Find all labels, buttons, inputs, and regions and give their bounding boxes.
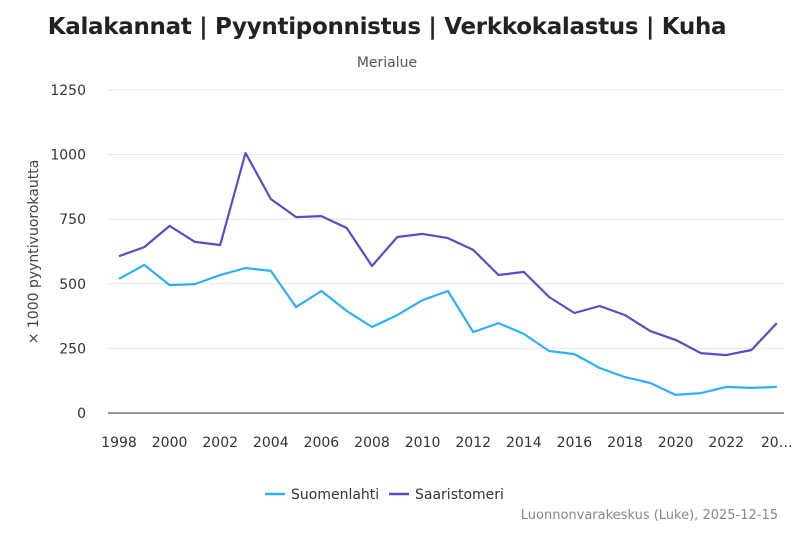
x-tick-label: 2004	[253, 435, 289, 451]
data-point[interactable]	[242, 149, 250, 157]
data-point[interactable]	[520, 330, 528, 338]
data-point[interactable]	[140, 243, 148, 251]
data-point[interactable]	[191, 280, 199, 288]
x-tick-label: 2012	[455, 435, 491, 451]
data-point[interactable]	[115, 275, 123, 283]
data-point[interactable]	[317, 212, 325, 220]
data-point[interactable]	[166, 222, 174, 230]
data-point[interactable]	[444, 234, 452, 242]
y-axis-label: × 1000 pyyntivuorokautta	[26, 160, 42, 345]
data-point[interactable]	[596, 364, 604, 372]
data-point[interactable]	[292, 303, 300, 311]
data-point[interactable]	[115, 252, 123, 260]
data-point[interactable]	[722, 351, 730, 359]
x-tick-label: 2008	[354, 435, 390, 451]
data-point[interactable]	[317, 287, 325, 295]
data-point[interactable]	[393, 233, 401, 241]
x-tick-label: 2000	[152, 435, 188, 451]
x-tick-label: 20…	[761, 435, 793, 451]
data-point[interactable]	[722, 383, 730, 391]
y-tick-label: 500	[59, 277, 86, 293]
chart-subtitle: Merialue	[356, 55, 418, 71]
legend-item-suomenlahti[interactable]: Suomenlahti	[291, 487, 379, 503]
data-point[interactable]	[646, 327, 654, 335]
legend-item-saaristomeri[interactable]: Saaristomeri	[415, 487, 504, 503]
y-tick-label: 750	[59, 212, 86, 228]
data-point[interactable]	[495, 271, 503, 279]
x-tick-label: 2010	[405, 435, 441, 451]
chart-title: Kalakannat | Pyyntiponnistus | Verkkokal…	[47, 14, 727, 40]
data-point[interactable]	[748, 384, 756, 392]
data-point[interactable]	[621, 311, 629, 319]
data-point[interactable]	[672, 336, 680, 344]
x-tick-label: 1998	[101, 435, 137, 451]
data-point[interactable]	[292, 213, 300, 221]
data-point[interactable]	[419, 230, 427, 238]
data-point[interactable]	[545, 293, 553, 301]
y-tick-label: 1000	[50, 148, 86, 164]
data-point[interactable]	[596, 302, 604, 310]
data-point[interactable]	[570, 350, 578, 358]
data-point[interactable]	[267, 267, 275, 275]
data-point[interactable]	[672, 391, 680, 399]
y-tick-label: 0	[77, 406, 86, 422]
data-point[interactable]	[697, 349, 705, 357]
data-point[interactable]	[545, 347, 553, 355]
data-point[interactable]	[216, 241, 224, 249]
series-line-suomenlahti	[118, 263, 777, 396]
data-point[interactable]	[495, 319, 503, 327]
data-point[interactable]	[368, 323, 376, 331]
data-point[interactable]	[697, 389, 705, 397]
data-point[interactable]	[216, 271, 224, 279]
data-point[interactable]	[140, 261, 148, 269]
data-point[interactable]	[393, 311, 401, 319]
data-point[interactable]	[469, 328, 477, 336]
data-point[interactable]	[570, 309, 578, 317]
data-point[interactable]	[419, 296, 427, 304]
x-tick-label: 2016	[557, 435, 593, 451]
data-point[interactable]	[191, 238, 199, 246]
x-tick-label: 2002	[202, 435, 238, 451]
data-point[interactable]	[773, 383, 781, 391]
data-point[interactable]	[166, 281, 174, 289]
x-tick-label: 2020	[658, 435, 694, 451]
data-point[interactable]	[368, 262, 376, 270]
y-tick-label: 250	[59, 341, 86, 357]
data-point[interactable]	[748, 346, 756, 354]
data-point[interactable]	[444, 287, 452, 295]
x-tick-label: 2006	[304, 435, 340, 451]
data-point[interactable]	[343, 224, 351, 232]
data-point[interactable]	[520, 268, 528, 276]
data-point[interactable]	[469, 246, 477, 254]
data-point[interactable]	[646, 379, 654, 387]
data-point[interactable]	[621, 373, 629, 381]
data-point[interactable]	[343, 307, 351, 315]
data-point[interactable]	[242, 264, 250, 272]
x-tick-label: 2022	[708, 435, 744, 451]
series-line-saaristomeri	[118, 151, 778, 357]
y-tick-label: 1250	[50, 83, 86, 99]
data-point[interactable]	[267, 195, 275, 203]
x-tick-label: 2014	[506, 435, 542, 451]
credits-link[interactable]: Luonnonvarakeskus (Luke), 2025-12-15	[520, 508, 778, 523]
x-tick-label: 2018	[607, 435, 643, 451]
data-point[interactable]	[773, 319, 781, 327]
